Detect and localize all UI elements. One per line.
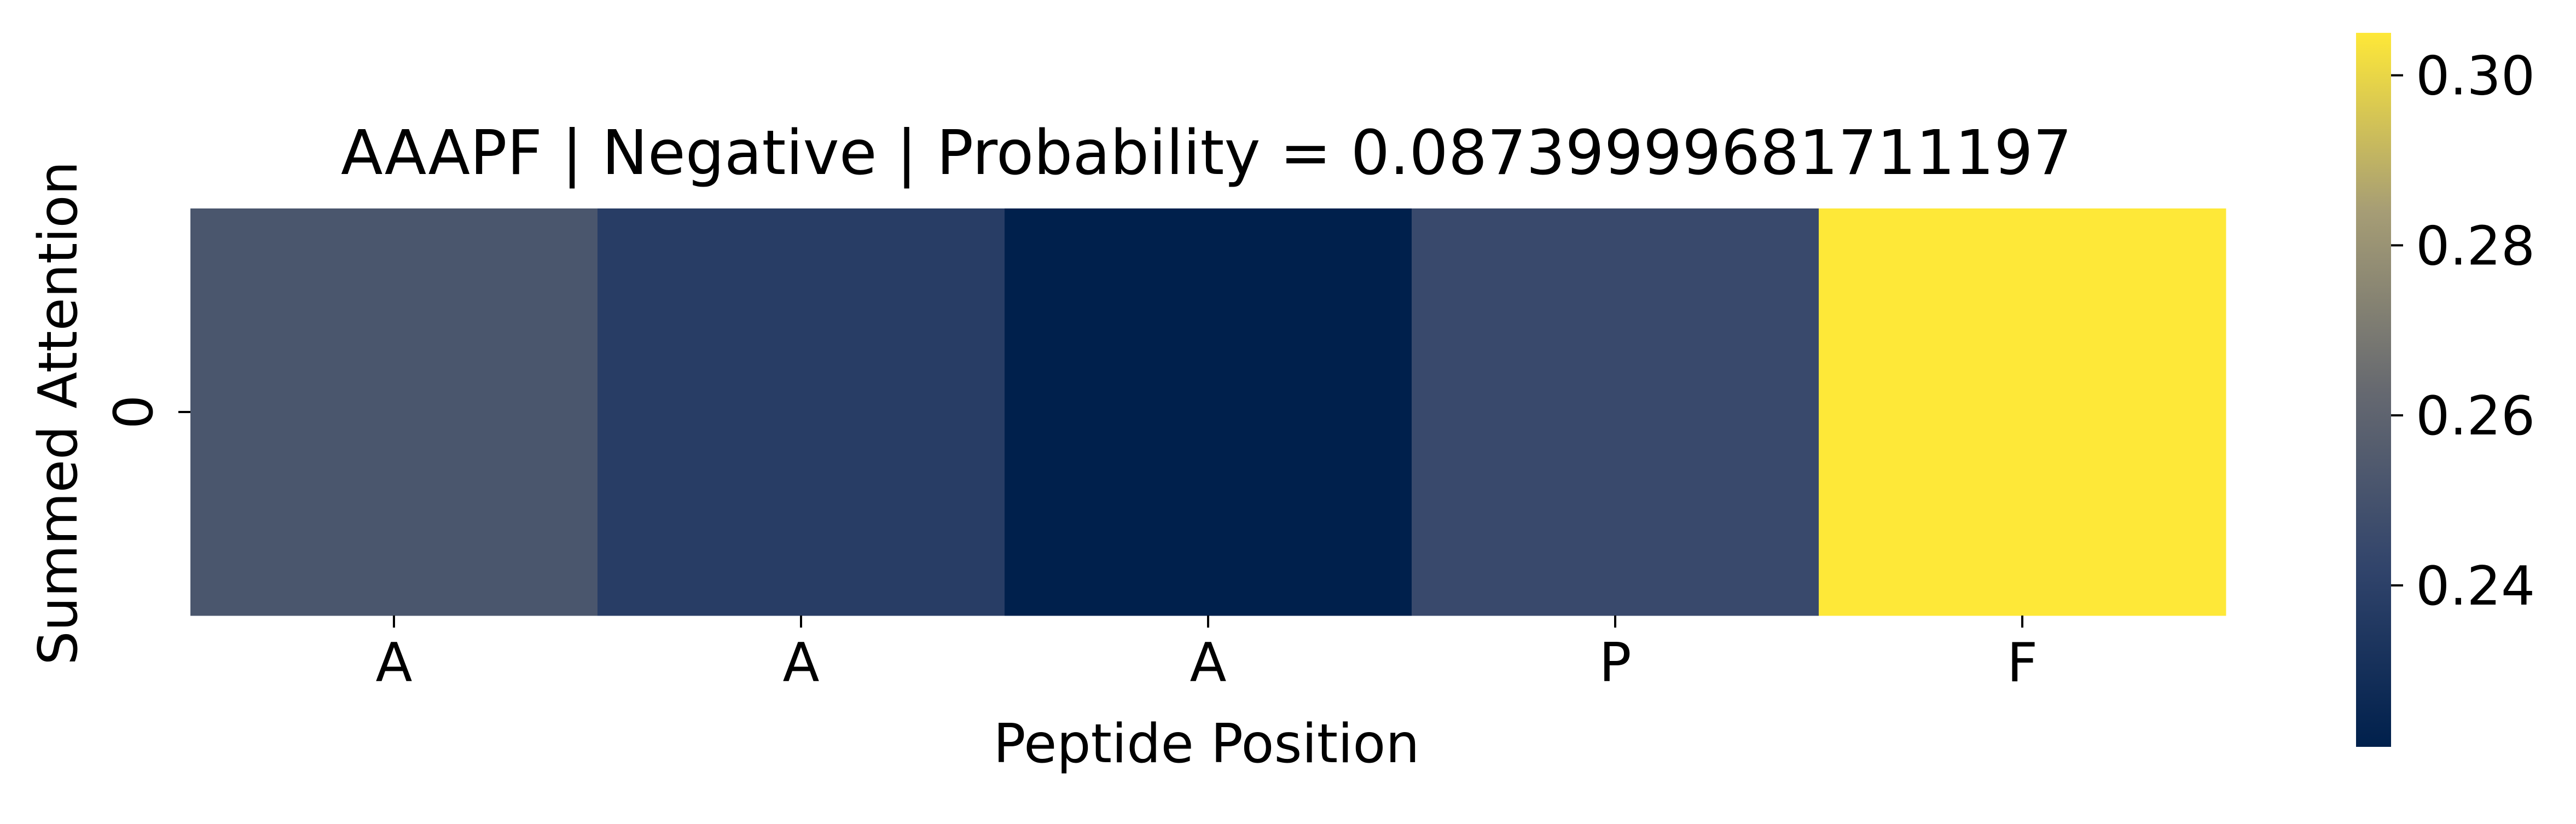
- y-tick-label: 0: [103, 395, 165, 429]
- heatmap-cell: [1412, 208, 1819, 616]
- y-axis-label: Summed Attention: [27, 161, 90, 665]
- colorbar-tick-label: 0.26: [2416, 385, 2535, 448]
- x-tick-label: F: [2007, 632, 2038, 694]
- colorbar-tick-label: 0.24: [2416, 555, 2535, 618]
- heatmap-cell: [1819, 208, 2226, 616]
- colorbar-tick-label: 0.30: [2416, 45, 2535, 108]
- heatmap-cell: [190, 208, 598, 616]
- x-axis-label: Peptide Position: [994, 713, 1420, 775]
- heatmap-cell: [597, 208, 1005, 616]
- y-axis-ticks: 0: [103, 395, 190, 429]
- x-tick-label: P: [1599, 632, 1631, 694]
- heatmap-cell: [1005, 208, 1412, 616]
- chart-title: AAAPF | Negative | Probability = 0.08739…: [341, 118, 2072, 189]
- colorbar-tick-label: 0.28: [2416, 215, 2535, 277]
- x-tick-label: A: [375, 632, 412, 694]
- colorbar: [2356, 33, 2391, 747]
- colorbar-ticks: 0.24 0.26 0.28 0.30: [2391, 45, 2535, 618]
- x-tick-label: A: [1190, 632, 1226, 694]
- heatmap-cells: [190, 208, 2226, 616]
- x-tick-label: A: [782, 632, 819, 694]
